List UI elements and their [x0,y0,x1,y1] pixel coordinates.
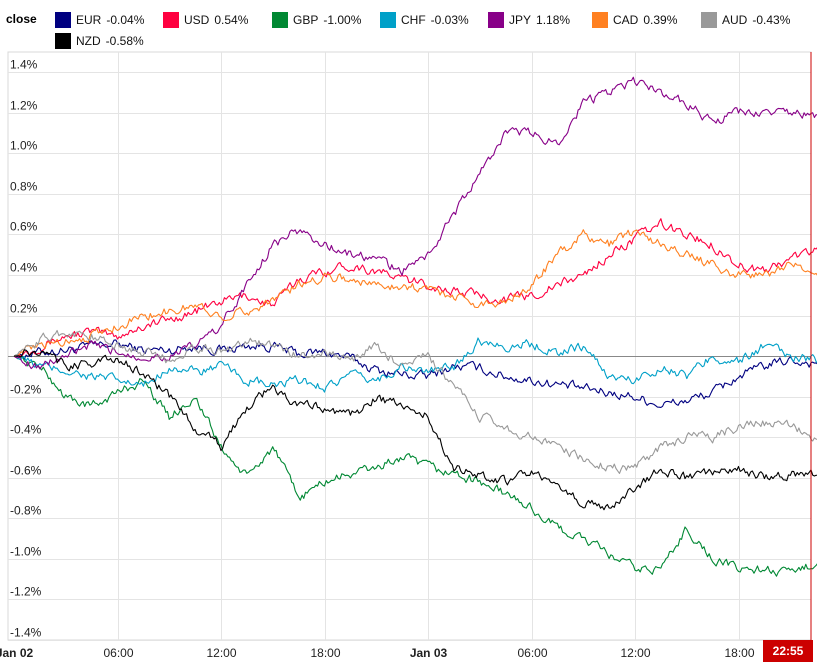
legend-code-cad: CAD [613,13,639,27]
legend-code-jpy: JPY [509,13,532,27]
legend-swatch-chf [380,12,396,28]
series-line-aud [13,329,817,474]
y-tick-label: 1.2% [10,99,38,113]
legend-code-gbp: GBP [293,13,319,27]
current-time-badge: 22:55 [763,640,813,662]
series-line-gbp [13,355,817,577]
x-tick-label: 06:00 [103,646,133,660]
legend-title: close [6,12,37,26]
legend-swatch-aud [701,12,717,28]
y-tick-label: 0.6% [10,220,38,234]
legend-item-aud[interactable]: AUD -0.43% [701,11,790,29]
legend-change-gbp: -1.00% [323,13,362,27]
x-tick-label: Jan 03 [410,646,448,660]
y-tick-label: 0.2% [10,302,38,316]
x-tick-label: 18:00 [724,646,754,660]
legend-change-jpy: 1.18% [536,13,571,27]
x-axis-labels: Jan 02 06:00 12:00 18:00 Jan 03 06:00 12:00 18:… [0,646,755,660]
legend-swatch-usd [163,12,179,28]
legend-change-chf: -0.03% [430,13,469,27]
y-tick-label: -0.2% [10,383,42,397]
series-lines [13,76,817,577]
series-line-cad [13,229,817,357]
legend-code-usd: USD [184,13,210,27]
legend-item-eur[interactable]: EUR -0.04% [55,11,144,29]
legend-item-jpy[interactable]: JPY 1.18% [488,11,570,29]
legend-swatch-jpy [488,12,504,28]
grid [7,51,812,641]
legend-change-eur: -0.04% [106,13,145,27]
x-tick-label: 18:00 [310,646,340,660]
y-tick-label: -1.4% [10,626,42,640]
legend-item-cad[interactable]: CAD 0.39% [592,11,677,29]
legend-change-aud: -0.43% [752,13,791,27]
legend-item-nzd[interactable]: NZD -0.58% [55,32,144,50]
y-tick-label: 0.4% [10,261,38,275]
legend-change-nzd: -0.58% [105,34,144,48]
y-tick-label: -1.2% [10,585,42,599]
legend-item-chf[interactable]: CHF -0.03% [380,11,469,29]
series-line-usd [13,218,817,357]
legend-code-eur: EUR [76,13,102,27]
legend-swatch-eur [55,12,71,28]
legend-code-aud: AUD [722,13,748,27]
legend-swatch-cad [592,12,608,28]
y-tick-label: 1.0% [10,139,38,153]
legend: close EUR -0.04% USD 0.54% GBP -1.00% CH… [0,0,817,52]
legend-change-cad: 0.39% [643,13,678,27]
y-tick-label: -1.0% [10,545,42,559]
series-line-nzd [14,349,817,511]
legend-code-chf: CHF [401,13,426,27]
series-line-chf [13,337,817,393]
y-tick-label: 0.8% [10,180,38,194]
legend-item-usd[interactable]: USD 0.54% [163,11,248,29]
legend-item-gbp[interactable]: GBP -1.00% [272,11,361,29]
x-tick-label: 06:00 [517,646,547,660]
x-tick-label: Jan 02 [0,646,34,660]
legend-swatch-nzd [55,33,71,49]
legend-code-nzd: NZD [76,34,101,48]
legend-swatch-gbp [272,12,288,28]
current-time-label: 22:55 [773,644,804,658]
y-tick-label: 1.4% [10,58,38,72]
series-line-jpy [13,76,817,370]
y-tick-label: -0.6% [10,464,42,478]
y-axis-labels: 1.4% 1.2% 1.0% 0.8% 0.6% 0.4% 0.2% -0.2% -0.4% -0… [10,58,42,640]
y-tick-label: -0.8% [10,504,42,518]
legend-change-usd: 0.54% [214,13,249,27]
x-tick-label: 12:00 [620,646,650,660]
y-tick-label: -0.4% [10,423,42,437]
x-tick-label: 12:00 [206,646,236,660]
